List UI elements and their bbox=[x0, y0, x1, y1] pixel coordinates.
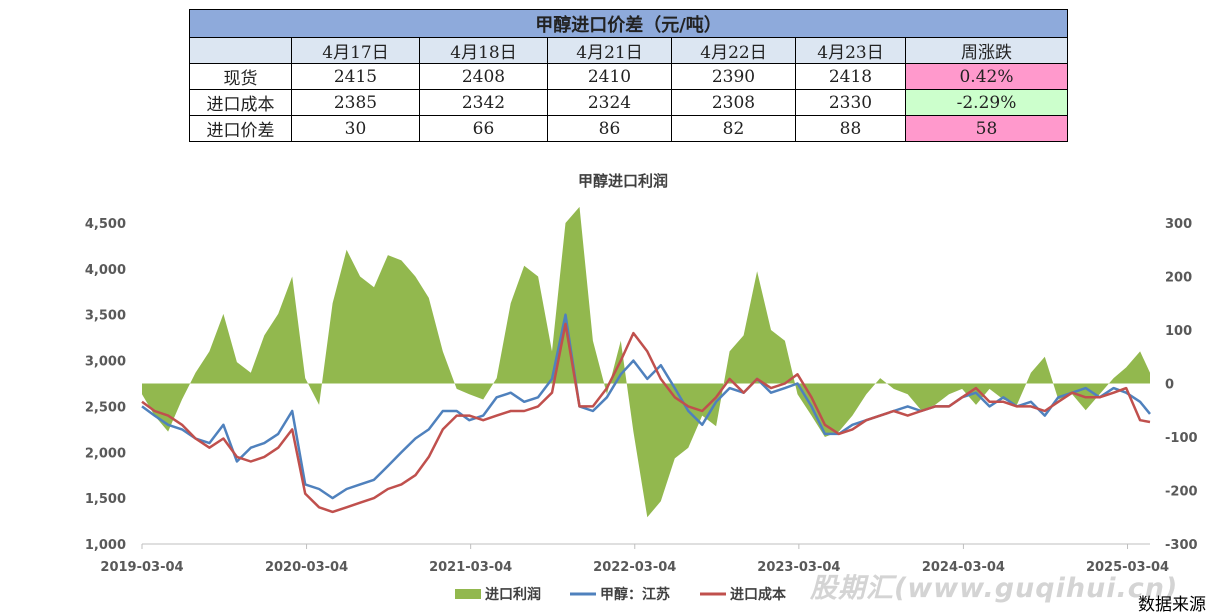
table-cell: 2418 bbox=[795, 63, 906, 90]
y-right-tick-label: 200 bbox=[1165, 271, 1192, 286]
series-area-import-profit bbox=[142, 206, 1150, 518]
watermark: 股期汇(www.guqihui.cn) bbox=[810, 573, 1179, 604]
chart-axes: 1,000 1,500 2,000 2,500 3,000 3,500 4,000 4,500… bbox=[85, 217, 1198, 575]
legend-label: 进口成本 bbox=[730, 586, 787, 603]
y-left-tick-label: 1,000 bbox=[85, 538, 126, 553]
y-left-tick-label: 2,000 bbox=[85, 446, 126, 461]
weekly-change-cell: 0.42% bbox=[905, 63, 1068, 90]
y-left-tick-label: 3,500 bbox=[85, 309, 126, 324]
x-tick-label: 2020-03-04 bbox=[265, 560, 348, 575]
table-row: 进口价差 30 66 86 82 88 58 bbox=[189, 115, 1068, 142]
table-cell: 2308 bbox=[671, 89, 796, 116]
table-cell: 30 bbox=[291, 115, 420, 142]
y-right-tick-label: 0 bbox=[1165, 378, 1174, 393]
legend-swatch bbox=[455, 589, 481, 599]
y-left-tick-label: 2,500 bbox=[85, 400, 126, 415]
legend-label: 进口利润 bbox=[485, 586, 541, 603]
table-title: 甲醇进口价差（元/吨） bbox=[189, 9, 1068, 38]
chart-title: 甲醇进口利润 bbox=[578, 172, 668, 190]
x-tick-label: 2022-03-04 bbox=[593, 560, 676, 575]
y-left-tick-label: 4,500 bbox=[85, 217, 126, 232]
table-cell: 2342 bbox=[419, 89, 548, 116]
weekly-change-cell: -2.29% bbox=[905, 89, 1068, 116]
table-cell: 86 bbox=[547, 115, 672, 142]
column-header: 4月17日 bbox=[291, 37, 420, 64]
table-cell: 66 bbox=[419, 115, 548, 142]
chart-plot bbox=[141, 206, 1151, 518]
weekly-change-cell: 58 bbox=[905, 115, 1068, 142]
y-left-tick-label: 1,500 bbox=[85, 492, 126, 507]
table-row: 现货 2415 2408 2410 2390 2418 0.42% bbox=[189, 63, 1068, 90]
x-tick-label: 2021-03-04 bbox=[429, 560, 512, 575]
column-header: 周涨跌 bbox=[905, 37, 1068, 64]
y-right-tick-label: 300 bbox=[1165, 217, 1192, 232]
row-label: 进口价差 bbox=[189, 115, 292, 142]
x-tick-label: 2024-03-04 bbox=[922, 560, 1005, 575]
table-row: 进口成本 2385 2342 2324 2308 2330 -2.29% bbox=[189, 89, 1068, 116]
x-tick-label: 2025-03-04 bbox=[1086, 560, 1169, 575]
y-right-tick-label: -300 bbox=[1165, 538, 1198, 553]
series-line-2 bbox=[141, 322, 1151, 514]
legend-label: 甲醇：江苏 bbox=[600, 586, 670, 603]
column-header: 4月18日 bbox=[419, 37, 548, 64]
price-spread-table: 甲醇进口价差（元/吨） 4月17日 4月18日 4月21日 4月22日 4月23日 周涨跌… bbox=[189, 9, 1068, 142]
column-header: 4月23日 bbox=[795, 37, 906, 64]
table-cell: 82 bbox=[671, 115, 796, 142]
source-note: 数据来源 bbox=[1138, 595, 1206, 615]
x-tick-label: 2019-03-04 bbox=[100, 560, 183, 575]
x-tick-label: 2023-03-04 bbox=[757, 560, 840, 575]
y-right-tick-label: 100 bbox=[1165, 324, 1192, 339]
table-cell: 2410 bbox=[547, 63, 672, 90]
chart-legend: 进口利润 甲醇：江苏 进口成本 bbox=[455, 586, 787, 603]
y-right-tick-label: -100 bbox=[1165, 431, 1198, 446]
y-left-tick-label: 4,000 bbox=[85, 263, 126, 278]
series-line-1 bbox=[141, 313, 1151, 500]
row-label: 进口成本 bbox=[189, 89, 292, 116]
table-cell: 2385 bbox=[291, 89, 420, 116]
y-right-tick-label: -200 bbox=[1165, 485, 1198, 500]
y-left-tick-label: 3,000 bbox=[85, 355, 126, 370]
